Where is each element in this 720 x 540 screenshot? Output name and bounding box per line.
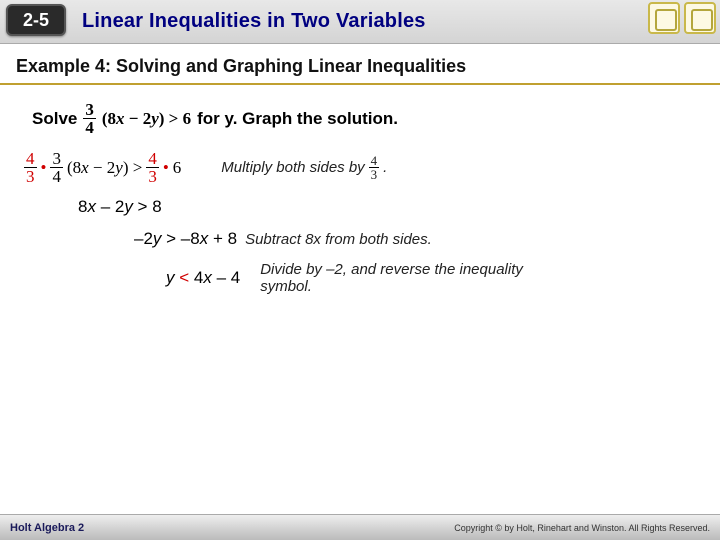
- inequality-op: <: [179, 268, 189, 287]
- numerator: 3: [50, 150, 63, 168]
- ring-icon: [684, 2, 716, 34]
- problem-lead: Solve: [32, 109, 77, 129]
- problem-statement: Solve 3 4 (8x − 2y) > 6 for y. Graph the…: [32, 101, 696, 136]
- footer-copyright: Copyright © by Holt, Rinehart and Winsto…: [454, 523, 710, 533]
- content-area: Solve 3 4 (8x − 2y) > 6 for y. Graph the…: [0, 85, 720, 295]
- decorative-rings: [648, 2, 716, 34]
- dot-icon: •: [41, 158, 47, 178]
- step1-math: 4 3 • 3 4 (8x − 2y) > 4 3 • 6: [24, 150, 181, 185]
- numerator: 4: [369, 154, 380, 168]
- numerator: 4: [24, 150, 37, 168]
- explain-text: Multiply both sides by: [221, 159, 364, 176]
- step1-explain: Multiply both sides by 4 3 .: [221, 154, 387, 181]
- section-number: 2-5: [23, 10, 49, 31]
- denominator: 4: [50, 168, 63, 185]
- step4-text: y < 4x – 4: [166, 268, 240, 288]
- step4-explain: Divide by –2, and reverse the inequality…: [260, 261, 560, 295]
- slide-title: Linear Inequalities in Two Variables: [82, 10, 426, 33]
- ring-icon: [648, 2, 680, 34]
- rhs: 6: [173, 158, 182, 178]
- slide-footer: Holt Algebra 2 Copyright © by Holt, Rine…: [0, 514, 720, 540]
- problem-tail: for y. Graph the solution.: [197, 109, 398, 129]
- expr-left: (8x − 2y) >: [67, 158, 142, 178]
- fraction: 4 3: [369, 154, 380, 181]
- step-3: –2y > –8x + 8 Subtract 8x from both side…: [134, 229, 696, 249]
- denominator: 4: [83, 119, 96, 136]
- fraction-red: 4 3: [24, 150, 37, 185]
- example-heading: Example 4: Solving and Graphing Linear I…: [0, 44, 720, 85]
- step2-text: 8x – 2y > 8: [78, 197, 162, 217]
- denominator: 3: [369, 168, 380, 181]
- denominator: 3: [24, 168, 37, 185]
- denominator: 3: [146, 168, 159, 185]
- step-2: 8x – 2y > 8: [78, 197, 696, 217]
- step-4: y < 4x – 4 Divide by –2, and reverse the…: [166, 261, 696, 295]
- numerator: 4: [146, 150, 159, 168]
- step3-explain: Subtract 8x from both sides.: [245, 231, 432, 248]
- fraction: 3 4: [83, 101, 96, 136]
- footer-book-title: Holt Algebra 2: [10, 522, 84, 534]
- fraction-red: 4 3: [146, 150, 159, 185]
- fraction: 3 4: [50, 150, 63, 185]
- section-badge: 2-5: [6, 4, 66, 36]
- step3-text: –2y > –8x + 8: [134, 229, 237, 249]
- slide-header: 2-5 Linear Inequalities in Two Variables: [0, 0, 720, 44]
- step-1: 4 3 • 3 4 (8x − 2y) > 4 3 • 6 Multiply b…: [24, 150, 696, 185]
- expression: (8x − 2y) > 6: [102, 109, 191, 129]
- dot-icon: •: [163, 158, 169, 178]
- numerator: 3: [83, 101, 96, 119]
- period: .: [383, 159, 387, 176]
